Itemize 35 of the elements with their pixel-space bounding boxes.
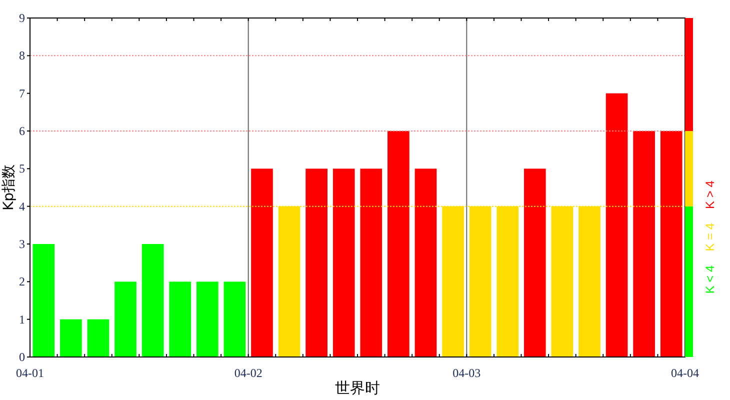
text: 04-01	[16, 366, 44, 380]
bar	[196, 282, 218, 357]
text: 04-04	[671, 366, 699, 380]
bar	[114, 282, 136, 357]
bar	[332, 168, 355, 357]
bar	[87, 319, 110, 357]
bar	[633, 131, 655, 357]
bar	[251, 168, 273, 357]
bar	[606, 93, 628, 357]
legend: K < 4 K = 4 K > 4	[685, 18, 717, 357]
x-axis-title: 世界时	[335, 379, 380, 397]
bar	[60, 319, 82, 357]
y-tick-label: 0	[19, 350, 25, 364]
y-tick-label: 1	[19, 312, 25, 326]
bar	[388, 131, 410, 357]
y-tick-label: 4	[19, 199, 25, 214]
y-tick-label: 2	[19, 274, 25, 289]
y-tick-label: 5	[19, 162, 25, 176]
y-tick-label: 6	[19, 124, 25, 138]
bar	[32, 244, 55, 357]
bar	[414, 168, 437, 357]
text: 04-03	[452, 366, 481, 380]
text: 04-02	[234, 366, 262, 380]
bar	[524, 168, 546, 357]
bar	[169, 282, 192, 357]
y-axis-title: Kp指数	[1, 164, 17, 211]
bar	[360, 168, 382, 357]
y-tick-label: 7	[19, 86, 25, 100]
bar	[660, 131, 682, 357]
y-tick-label: 9	[19, 11, 25, 25]
y-tick-label: 3	[19, 237, 25, 251]
bar	[306, 168, 328, 357]
bar	[224, 282, 246, 357]
y-tick-label: 8	[19, 48, 25, 63]
bar	[142, 244, 164, 357]
